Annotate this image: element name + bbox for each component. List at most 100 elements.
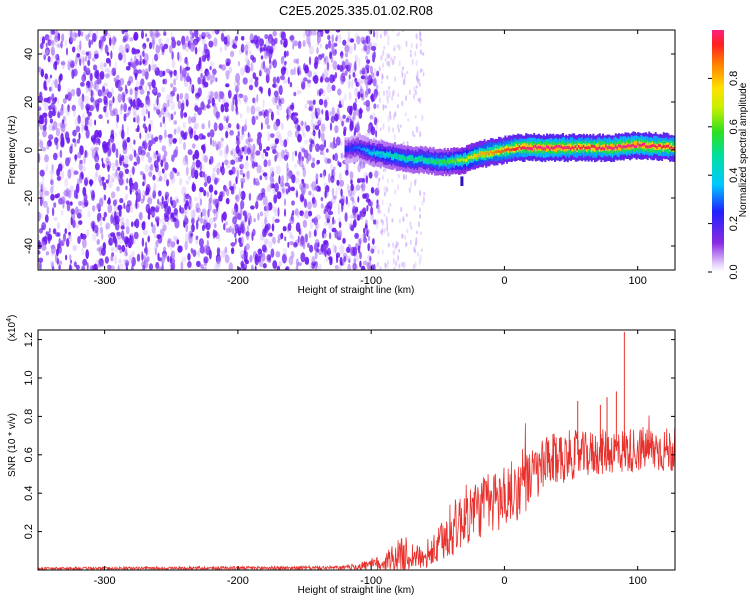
spectrogram-cell	[67, 88, 72, 94]
spectrogram-cell	[562, 146, 564, 150]
spectrogram-cell	[51, 181, 55, 190]
spectrogram-cell	[150, 64, 154, 71]
spectrogram-cell	[72, 129, 77, 137]
spectrogram-cell	[216, 255, 222, 264]
spectrogram-cell	[515, 143, 518, 151]
spectrogram-cell	[266, 124, 271, 130]
spectrogram-cell	[328, 40, 332, 49]
spectrogram-cell	[318, 129, 321, 139]
spectrogram-cell	[402, 66, 405, 70]
spectrogram-cell	[236, 123, 240, 130]
spectrogram-cell	[560, 145, 563, 149]
spectrogram-cell	[192, 208, 197, 219]
spectrogram-cell	[312, 157, 316, 163]
spectrogram-cell	[216, 162, 222, 168]
spectrogram-cell	[167, 112, 171, 117]
spectrogram-cell	[215, 210, 218, 221]
spectrogram-cell	[40, 180, 45, 191]
spectrogram-cell	[349, 220, 353, 228]
spectrogram-cell	[224, 246, 228, 254]
spectrogram-cell	[80, 81, 85, 87]
spectrogram-cell	[119, 197, 124, 204]
spectrogram-cell	[148, 84, 152, 91]
spectrogram-cell	[317, 37, 321, 42]
spectrogram-cell	[189, 224, 193, 235]
spectrogram-cell	[353, 130, 356, 138]
spectrogram-cell	[79, 40, 82, 51]
spectrogram-cell	[396, 33, 399, 37]
spectrogram-cell	[286, 50, 289, 57]
spectrogram-cell	[135, 190, 139, 196]
spectrogram-cell	[185, 66, 191, 71]
spectrogram-cell	[163, 246, 167, 253]
spectrogram-cell	[245, 243, 250, 251]
spectrogram-cell	[215, 143, 219, 151]
spectrogram-cell	[376, 199, 379, 205]
spectrogram-cell	[619, 144, 622, 151]
spectrogram-cell	[269, 182, 273, 190]
spectrogram-cell	[40, 71, 44, 76]
spectrogram-cell	[373, 30, 376, 38]
spectrogram-cell	[246, 155, 249, 161]
spectrogram-cell	[141, 107, 146, 117]
spectrogram-cell	[189, 42, 195, 52]
spectrogram-cell	[614, 145, 617, 149]
spectrogram-cell	[375, 122, 378, 130]
spectrogram-cell	[385, 186, 388, 192]
spectrogram-cell	[347, 201, 350, 208]
spectrogram-cell	[314, 186, 318, 191]
spectrogram-cell	[345, 64, 348, 70]
spectrogram-cell	[488, 152, 491, 156]
spectrogram-cell	[129, 141, 132, 149]
spectrogram-cell	[240, 223, 245, 234]
spectrogram-cell	[55, 127, 61, 137]
spectrogram-cell	[177, 245, 183, 253]
spectrogram-cell	[54, 105, 57, 115]
spectrogram-cell	[383, 213, 386, 218]
spectrogram-cell	[430, 160, 433, 164]
spectrogram-cell	[326, 158, 332, 164]
spectrogram-cell	[46, 206, 50, 215]
spectrogram-cell	[173, 208, 178, 216]
spectrogram-cell	[214, 91, 219, 100]
spectrogram-cell	[176, 198, 179, 203]
spectrogram-cell	[386, 75, 389, 80]
spectrogram-cell	[419, 97, 421, 102]
spectrogram-cell	[83, 199, 89, 208]
spectrogram-cell	[66, 238, 70, 247]
spectrogram-cell	[233, 152, 238, 163]
spectrogram-cell	[43, 80, 47, 90]
spectrogram-cell	[314, 107, 317, 118]
spectrogram-cell	[170, 113, 174, 121]
spectrogram-cell	[397, 104, 399, 109]
spectrogram-cell	[121, 92, 125, 102]
spectrogram-cell	[45, 42, 48, 48]
spectrogram-cell	[267, 87, 271, 97]
spectrogram-cell	[153, 160, 159, 169]
spectrogram-cell	[252, 160, 255, 169]
spectrogram-cell	[152, 211, 156, 217]
spectrogram-cell	[75, 183, 80, 194]
spectrogram-cell	[268, 108, 273, 113]
spectrogram-cell	[196, 219, 199, 230]
spectrogram-cell	[79, 58, 82, 66]
spectrogram-cell	[128, 106, 132, 111]
spectrogram-cell	[45, 49, 49, 58]
x-tick-label: -200	[227, 275, 249, 287]
spectrogram-cell	[325, 110, 329, 118]
spectrogram-cell	[621, 145, 624, 149]
spectrogram-cell	[142, 264, 146, 270]
spectrogram-cell	[346, 255, 352, 263]
spectrogram-cell	[369, 114, 374, 120]
spectrogram-cell	[147, 214, 151, 220]
spectrogram-cell	[387, 115, 390, 122]
spectrogram-cell	[126, 48, 129, 53]
spectrogram-cell	[246, 147, 251, 155]
spectrogram-cell	[239, 135, 244, 141]
spectrogram-cell	[648, 145, 651, 149]
spectrogram-cell	[94, 129, 100, 138]
spectrogram-cell	[167, 133, 173, 139]
spectrogram-cell	[219, 141, 224, 149]
spectrogram-cell	[330, 175, 335, 184]
spectrogram-cell	[554, 146, 556, 150]
